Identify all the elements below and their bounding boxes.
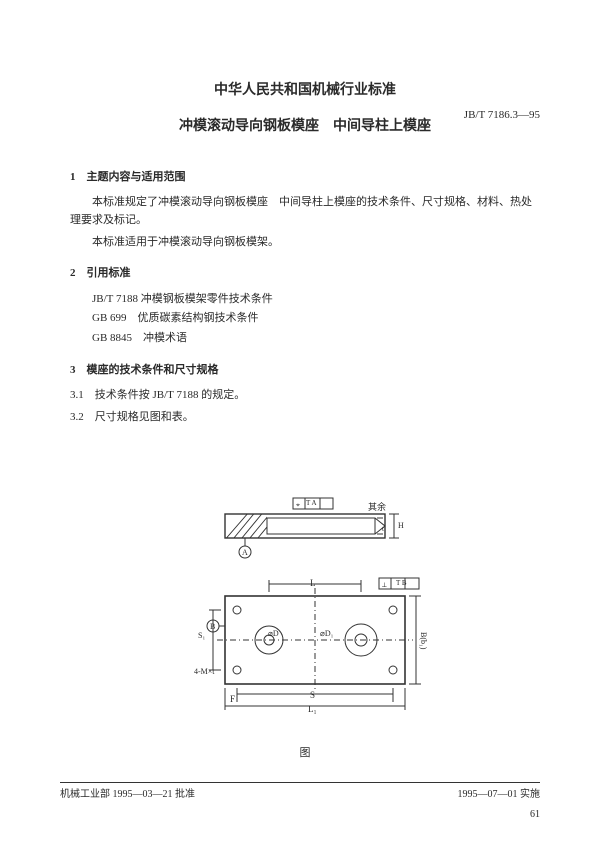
section-1-para-2: 本标准适用于冲模滚动导向钢板模架。 xyxy=(70,234,540,252)
tol-frame-b: T B xyxy=(396,578,407,589)
dim-f: F xyxy=(230,692,235,706)
dim-b: B(b₁) xyxy=(416,632,429,649)
section-3-heading: 3 模座的技术条件和尺寸规格 xyxy=(70,362,540,380)
ref-standard-1: JB/T 7188 冲模钢板模架零件技术条件 xyxy=(92,291,540,309)
dim-l1: L₁ xyxy=(308,702,317,716)
svg-text:A: A xyxy=(242,548,248,557)
dim-d1: ⌀D₁ xyxy=(320,628,333,641)
note-remaining: 其余 xyxy=(368,500,386,514)
section-1-heading: 1 主题内容与适用范围 xyxy=(70,169,540,187)
dim-h: H xyxy=(398,520,404,533)
dim-m: 4-M×t xyxy=(194,666,215,679)
page-number: 61 xyxy=(530,807,540,823)
tol-frame-a: T A xyxy=(306,498,317,509)
footer-effective: 1995—07—01 实施 xyxy=(458,787,541,803)
footer-bar: 机械工业部 1995—03—21 批准 1995—07—01 实施 xyxy=(60,782,540,803)
dim-s: S xyxy=(310,688,315,702)
section-3-item-2: 3.2 尺寸规格见图和表。 xyxy=(70,409,540,427)
svg-text:⌖: ⌖ xyxy=(296,501,300,509)
figure-caption: 图 xyxy=(70,745,540,763)
header-main-title: 中华人民共和国机械行业标准 xyxy=(70,80,540,102)
ref-standard-2: GB 699 优质碳素结构钢技术条件 xyxy=(92,310,540,328)
document-code: JB/T 7186.3—95 xyxy=(464,107,540,125)
svg-text:⟂: ⟂ xyxy=(382,581,387,589)
section-3-item-1: 3.1 技术条件按 JB/T 7188 的规定。 xyxy=(70,387,540,405)
figure-container: ⌖ A B xyxy=(70,496,540,733)
footer-approval: 机械工业部 1995—03—21 批准 xyxy=(60,787,195,803)
dim-t: t xyxy=(382,524,384,535)
section-1-para-1: 本标准规定了冲模滚动导向钢板模座 中间导柱上模座的技术条件、尺寸规格、材料、热处… xyxy=(70,194,540,229)
dim-d: ⌀D xyxy=(268,628,279,641)
section-2-heading: 2 引用标准 xyxy=(70,265,540,283)
dim-s1: S₁ xyxy=(198,630,205,643)
dim-l: L xyxy=(310,576,316,590)
ref-standard-3: GB 8845 冲模术语 xyxy=(92,330,540,348)
